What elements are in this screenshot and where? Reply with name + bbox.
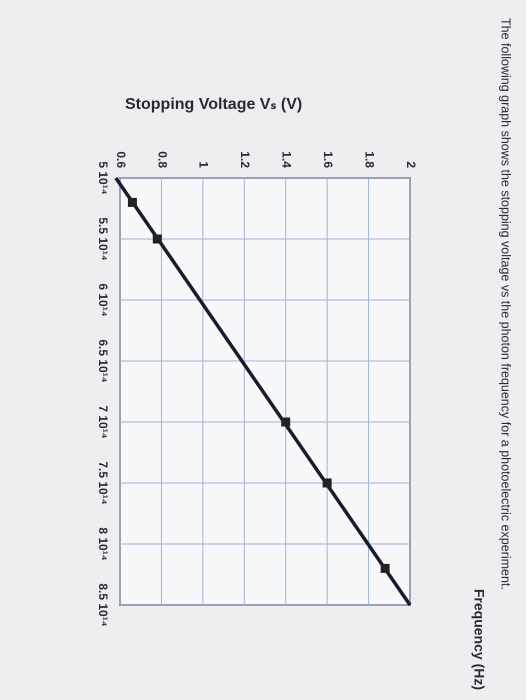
data-point xyxy=(281,417,291,427)
y-tick-label: 1.4 xyxy=(280,151,294,168)
y-tick-label: 1.8 xyxy=(362,151,376,168)
x-tick-label: 6 10¹⁴ xyxy=(96,283,110,316)
x-tick-label: 5.5 10¹⁴ xyxy=(96,217,110,260)
data-point xyxy=(380,563,390,573)
x-tick-label: 8.5 10¹⁴ xyxy=(96,583,110,626)
x-tick-label: 6.5 10¹⁴ xyxy=(96,339,110,382)
y-tick-label: 1.2 xyxy=(238,151,252,168)
fit-line xyxy=(114,177,412,606)
data-point xyxy=(152,234,162,244)
x-tick-label: 7 10¹⁴ xyxy=(96,405,110,438)
y-tick-label: 1.6 xyxy=(321,151,335,168)
y-tick-label: 2 xyxy=(404,161,418,168)
x-axis-title: Frequency (Hz) xyxy=(471,589,487,690)
x-tick-label: 5 10¹⁴ xyxy=(96,161,110,194)
y-tick-label: 0.8 xyxy=(155,151,169,168)
y-tick-label: 0.6 xyxy=(114,151,128,168)
data-point xyxy=(127,197,137,207)
x-tick-label: 8 10¹⁴ xyxy=(96,527,110,560)
data-point xyxy=(322,478,332,488)
x-tick-label: 7.5 10¹⁴ xyxy=(96,461,110,504)
y-tick-label: 1 xyxy=(197,161,211,168)
question-text: The following graph shows the stopping v… xyxy=(499,18,513,590)
y-axis-title: Stopping Voltage Vₛ (V) xyxy=(125,96,302,113)
